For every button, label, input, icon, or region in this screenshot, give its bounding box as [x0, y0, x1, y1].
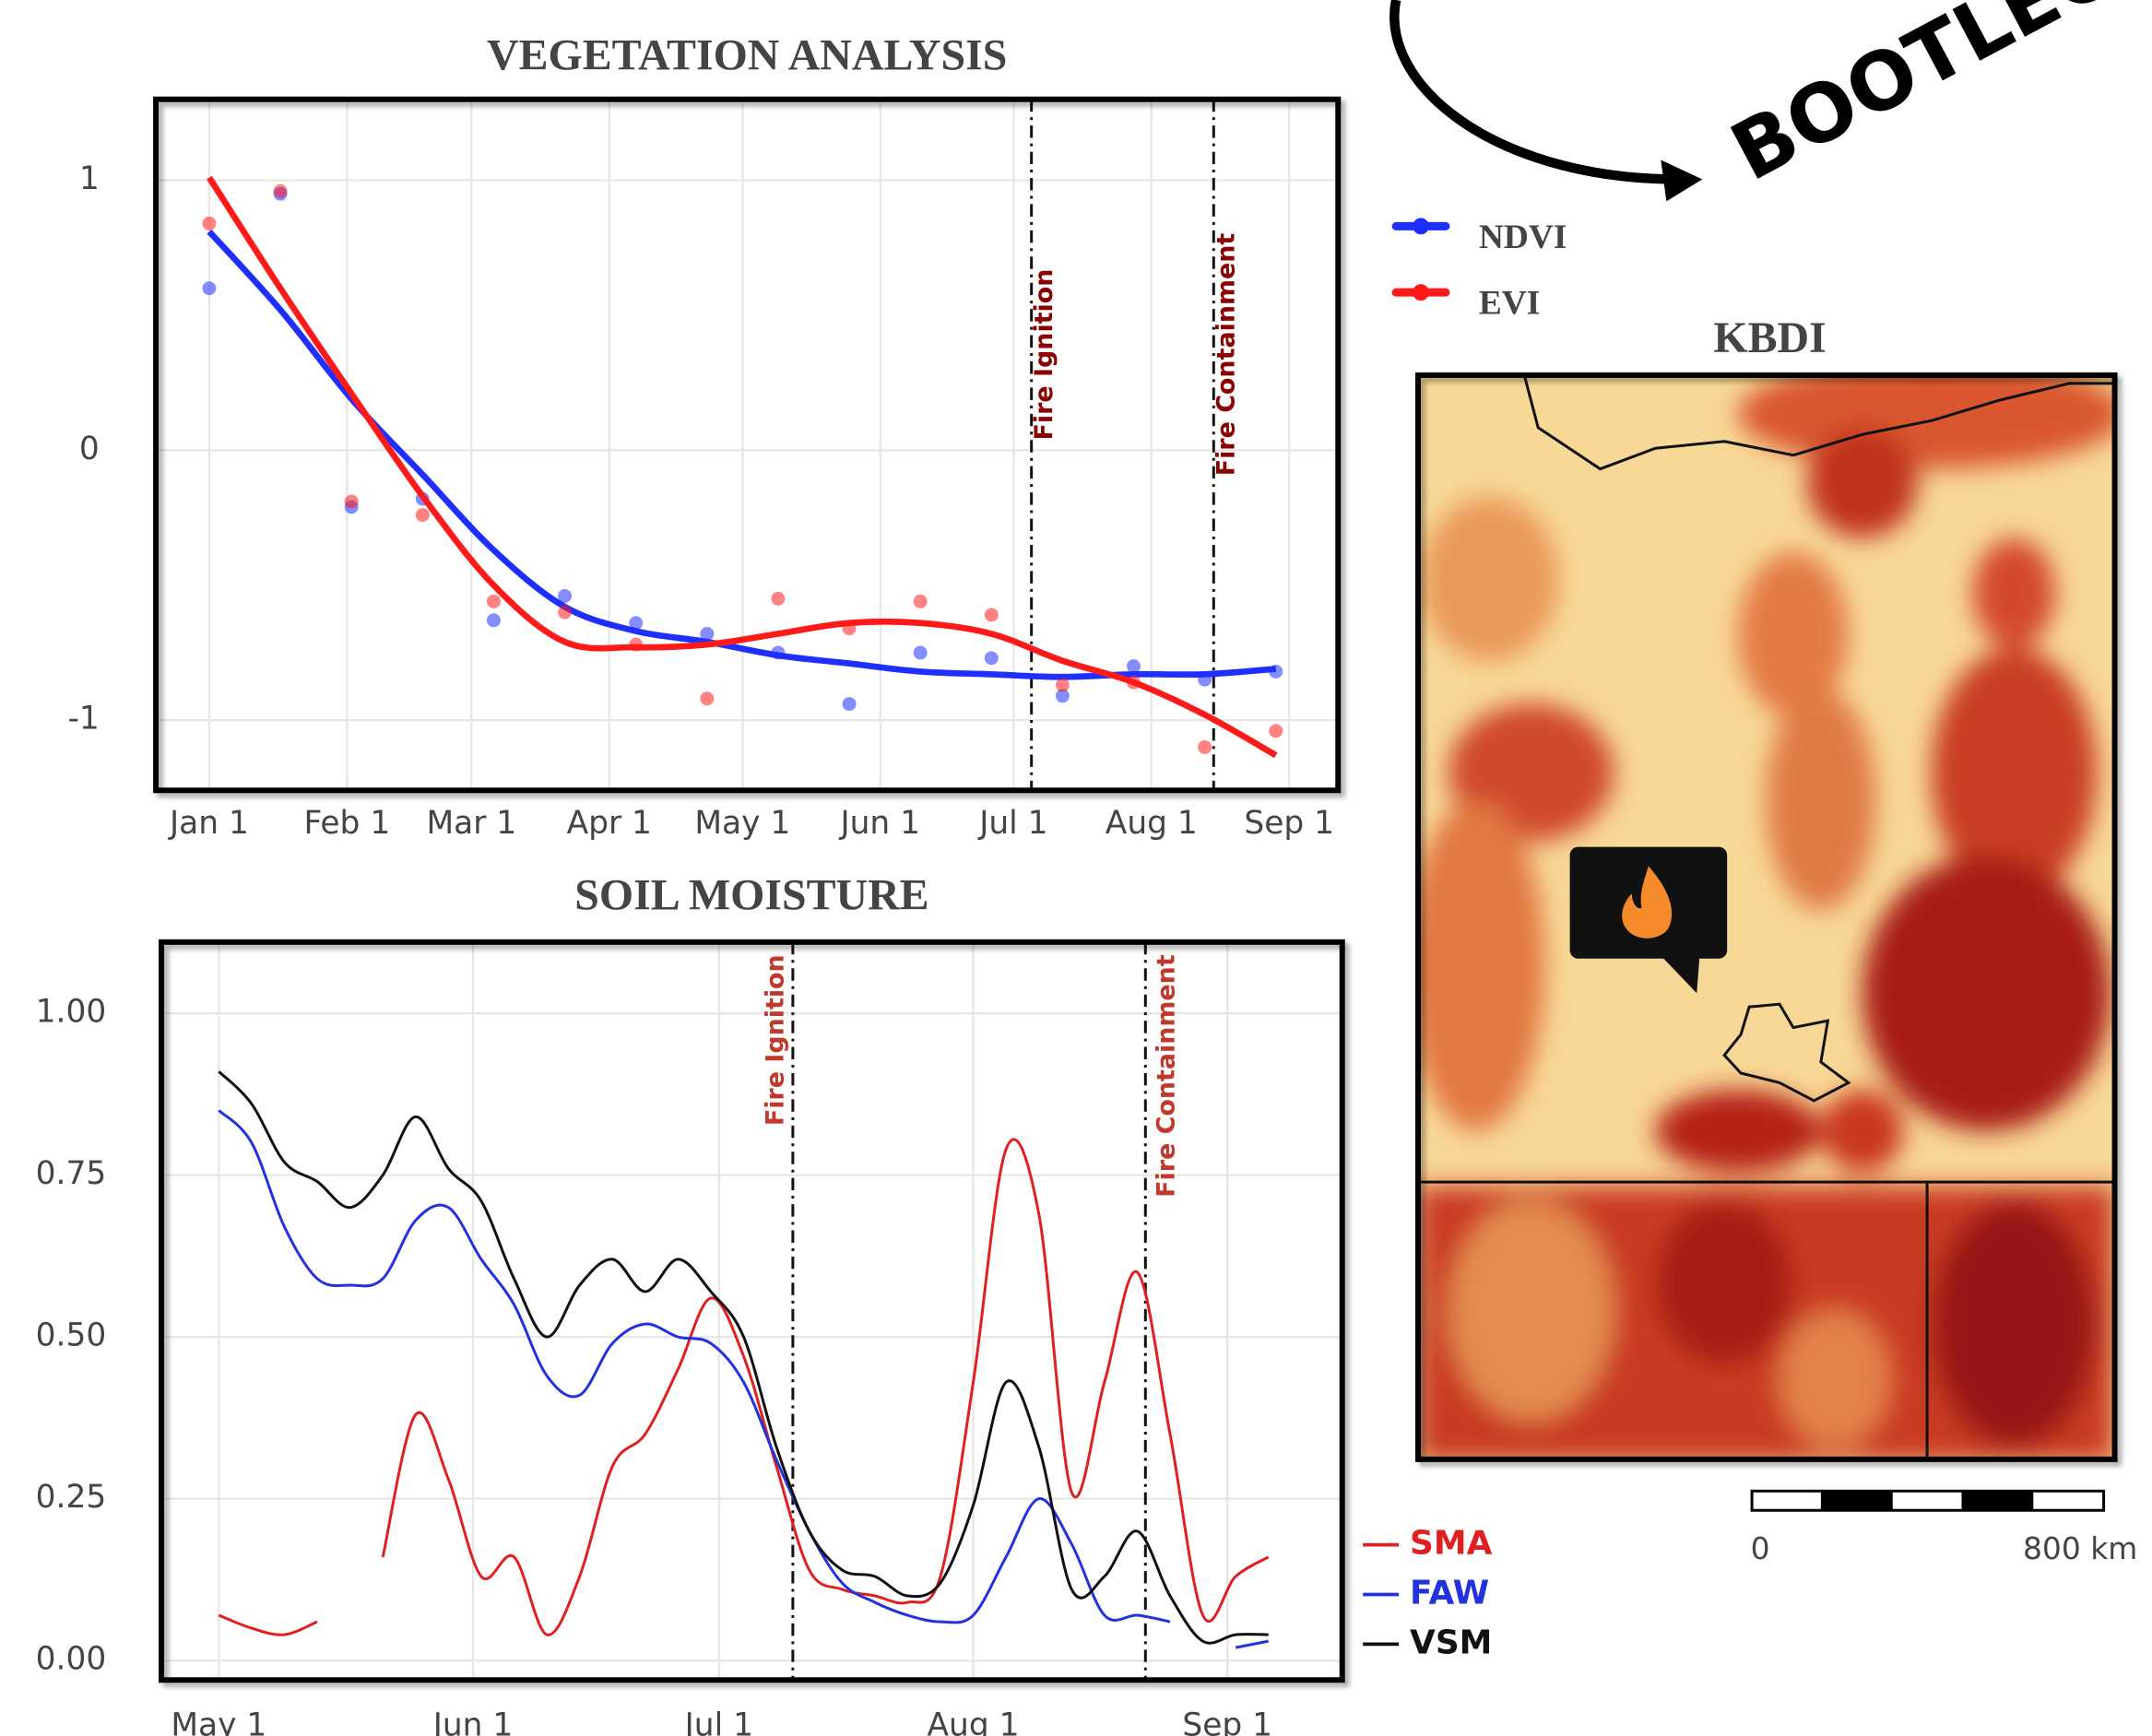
x-tick-label: Aug 1: [928, 1707, 1020, 1736]
y-tick-label: 0.75: [36, 1155, 107, 1192]
scale-label: 800 km: [2023, 1530, 2137, 1566]
data-point: [914, 645, 928, 659]
y-tick-label: 1.00: [36, 994, 107, 1031]
x-tick-label: Jan 1: [168, 805, 249, 842]
data-point: [274, 184, 288, 198]
data-point: [487, 595, 501, 608]
chart-title: SOIL MOISTURE: [574, 870, 928, 919]
y-tick-label: 1: [79, 160, 100, 197]
banner-arrow: [1394, 0, 1672, 179]
legend-label: VSM: [1410, 1624, 1492, 1661]
event-label: Fire Containment: [1212, 233, 1241, 477]
event-label: Fire Containment: [1153, 954, 1181, 1198]
chart: SOIL MOISTURE 1.00 0.75 0.50 0.25 0.00 May 1 Ju…: [36, 870, 1493, 1736]
data-point: [202, 217, 216, 230]
event-label: Fire Ignition: [761, 954, 789, 1126]
page: {"chart_data": [ {"type": "scatter", "ti…: [0, 0, 2152, 1736]
legend-item: EVI: [1396, 284, 1540, 323]
data-point: [487, 613, 501, 627]
x-tick-label: Jun 1: [432, 1707, 514, 1736]
data-point: [1056, 679, 1070, 692]
data-point: [771, 592, 785, 606]
banner: BOOTLEG: [1394, 0, 2134, 201]
legend-label: SMA: [1410, 1525, 1493, 1563]
chart-title: VEGETATION ANALYSIS: [487, 30, 1007, 79]
x-tick-label: May 1: [171, 1707, 266, 1736]
event-label: Fire Ignition: [1030, 269, 1058, 441]
x-tick-label: Jun 1: [838, 805, 920, 842]
x-tick-label: Aug 1: [1106, 805, 1198, 842]
x-tick-label: Jul 1: [683, 1707, 753, 1736]
legend-label: FAW: [1410, 1574, 1489, 1612]
scale-bar: 0 800 km: [1751, 1491, 2138, 1566]
chart: VEGETATION ANALYSIS 1 0 -1 Jan 1 Feb 1 Mar 1 Ap…: [67, 30, 1567, 842]
x-tick-label: Jul 1: [977, 805, 1047, 842]
data-point: [985, 608, 999, 621]
x-tick-label: Apr 1: [567, 805, 652, 842]
plot-background: [156, 100, 1338, 791]
legend-item: SMA: [1363, 1525, 1492, 1563]
y-tick-label: 0: [79, 431, 100, 467]
data-point: [1127, 659, 1141, 673]
scale-label: 0: [1751, 1530, 1770, 1566]
data-point: [558, 606, 572, 620]
legend-swatch: [1413, 218, 1429, 234]
legend-item: NDVI: [1396, 218, 1567, 256]
y-tick-label: 0.00: [36, 1641, 107, 1678]
data-point: [700, 691, 714, 705]
data-point: [345, 495, 359, 509]
data-point: [1269, 724, 1283, 738]
data-point: [202, 281, 216, 295]
map-title: KBDI: [1713, 313, 1826, 362]
x-tick-label: Sep 1: [1244, 805, 1334, 842]
map-raster: [1407, 359, 2124, 1462]
x-tick-label: May 1: [694, 805, 790, 842]
data-point: [416, 508, 430, 522]
page-canvas: BOOTLEG KBDI: [0, 0, 2152, 1736]
banner-text: BOOTLEG: [1717, 0, 2134, 199]
data-point: [985, 651, 999, 665]
banner-arrowhead: [1661, 160, 1702, 202]
x-tick-label: Mar 1: [426, 805, 516, 842]
y-tick-label: -1: [67, 701, 99, 738]
legend-swatch: [1413, 284, 1429, 301]
y-tick-label: 0.50: [36, 1317, 107, 1354]
data-point: [1198, 740, 1212, 754]
legend-item: FAW: [1363, 1574, 1489, 1612]
data-point: [843, 697, 857, 711]
data-point: [914, 595, 928, 608]
x-tick-label: Feb 1: [303, 805, 390, 842]
legend-label: NDVI: [1479, 218, 1567, 256]
kbdi-map: KBDI: [1407, 313, 2137, 1566]
legend-label: EVI: [1479, 285, 1541, 323]
y-tick-label: 0.25: [36, 1479, 107, 1516]
x-tick-label: Sep 1: [1182, 1707, 1272, 1736]
legend-item: VSM: [1363, 1624, 1492, 1661]
